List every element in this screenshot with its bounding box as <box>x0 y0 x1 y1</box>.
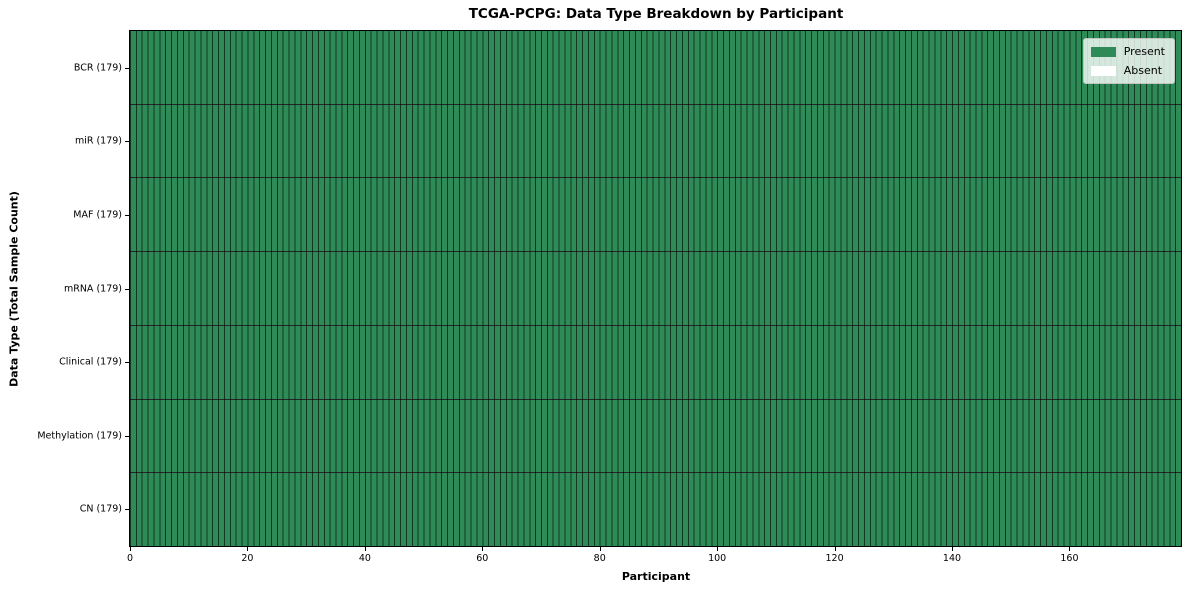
y-tick-label: Clinical (179) <box>59 356 122 368</box>
x-tick-label: 100 <box>708 553 727 564</box>
x-tick-mark <box>482 547 484 551</box>
row-present-fill <box>130 31 1181 104</box>
y-tick-label: MAF (179) <box>73 209 122 221</box>
x-tick-mark <box>364 547 366 551</box>
y-tick-mark <box>125 214 129 216</box>
row-present-fill <box>130 399 1181 473</box>
y-tick-label: BCR (179) <box>73 62 122 74</box>
heatmap-row <box>130 177 1181 252</box>
x-tick-label: 40 <box>358 553 371 564</box>
legend-swatch <box>1090 46 1116 57</box>
heatmap-row <box>130 398 1181 473</box>
heatmap-row <box>130 31 1181 104</box>
y-tick-mark <box>125 509 129 511</box>
y-tick-mark <box>125 435 129 437</box>
row-present-fill <box>130 252 1181 325</box>
y-tick-mark <box>125 141 129 143</box>
plot-area: Present Absent <box>129 30 1182 547</box>
heatmap-rows <box>130 31 1181 547</box>
y-tick-mark <box>125 362 129 364</box>
row-present-fill <box>130 178 1181 252</box>
x-tick-label: 0 <box>126 553 134 564</box>
legend-entry-present: Present <box>1090 45 1165 58</box>
x-tick-mark <box>717 547 719 551</box>
heatmap-row <box>130 324 1181 399</box>
x-tick-label: 120 <box>825 553 844 564</box>
y-tick-label: CN (179) <box>79 503 122 515</box>
x-tick-mark <box>599 547 601 551</box>
legend-swatch <box>1090 65 1116 76</box>
row-present-fill <box>130 325 1181 399</box>
y-tick-mark <box>125 67 129 69</box>
legend: Present Absent <box>1082 38 1175 84</box>
x-tick-mark <box>952 547 953 551</box>
x-tick-label: 80 <box>593 553 606 564</box>
heatmap-row <box>130 251 1181 325</box>
x-tick-mark <box>130 547 131 551</box>
y-tick-mark <box>125 288 129 290</box>
x-tick-label: 160 <box>1060 553 1079 564</box>
legend-label: Absent <box>1123 64 1163 77</box>
y-tick-label: mRNA (179) <box>63 283 122 294</box>
x-tick-label: 60 <box>476 553 489 564</box>
y-axis-label: Data Type (Total Sample Count) <box>7 191 21 387</box>
x-tick-mark <box>834 547 836 551</box>
row-present-fill <box>130 473 1181 547</box>
y-tick-label: miR (179) <box>74 135 122 147</box>
legend-label: Present <box>1123 45 1165 58</box>
x-axis-label: Participant <box>621 570 691 583</box>
chart-title: TCGA-PCPG: Data Type Breakdown by Partic… <box>468 6 844 22</box>
x-tick-label: 20 <box>241 553 254 564</box>
heatmap-row <box>130 103 1181 178</box>
row-present-fill <box>130 104 1181 178</box>
heatmap-row <box>130 472 1181 547</box>
y-tick-label: Methylation (179) <box>37 430 122 442</box>
x-tick-mark <box>247 547 249 551</box>
legend-entry-absent: Absent <box>1090 64 1165 77</box>
x-tick-label: 140 <box>942 553 962 564</box>
x-tick-mark <box>1069 547 1071 551</box>
